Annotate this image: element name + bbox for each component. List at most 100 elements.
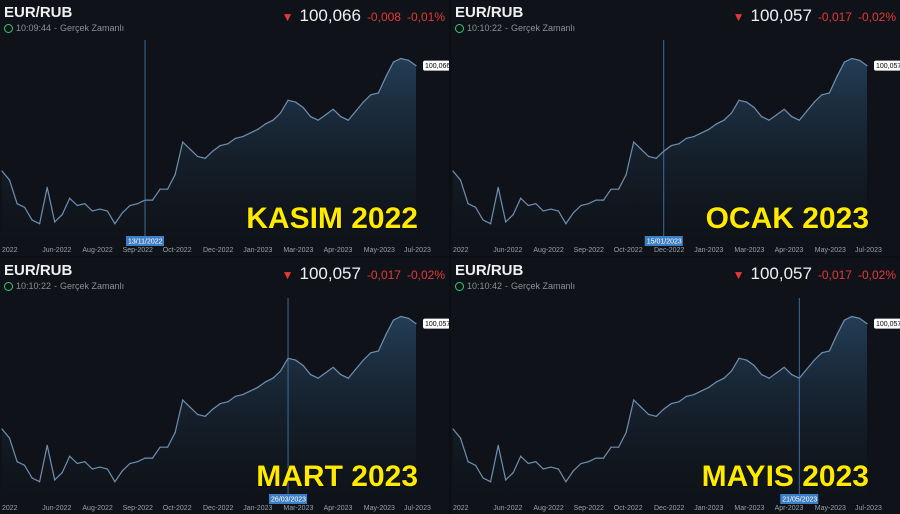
time-label: 10:10:22 <box>16 281 52 291</box>
data-point <box>385 334 387 336</box>
data-point <box>813 101 815 103</box>
arrow-down-icon: ▼ <box>281 10 294 24</box>
data-point <box>182 399 184 401</box>
data-point <box>467 461 469 463</box>
data-point <box>783 366 785 368</box>
x-tick-label: May-2023 <box>815 505 846 512</box>
data-point <box>242 135 244 138</box>
x-tick-label: Jul-2023 <box>404 505 431 512</box>
data-point <box>557 468 559 470</box>
data-point <box>61 471 63 474</box>
data-point <box>474 464 477 466</box>
data-point <box>693 135 695 138</box>
data-point <box>310 373 312 376</box>
data-point <box>565 481 567 483</box>
x-tick-label: 2022 <box>2 247 18 254</box>
data-point <box>317 377 319 379</box>
x-tick-label: Jan-2023 <box>243 505 272 512</box>
data-point <box>745 101 748 103</box>
data-point <box>189 406 191 408</box>
data-point <box>776 114 778 116</box>
data-point <box>791 115 793 118</box>
timestamp-row: 10:10:22- Gerçek Zamanlı <box>4 281 124 291</box>
separator: - <box>54 23 58 33</box>
data-point <box>23 464 26 466</box>
data-point <box>340 115 342 118</box>
data-point <box>587 203 590 205</box>
data-point <box>452 170 454 172</box>
clock-icon <box>455 23 464 33</box>
data-point <box>452 428 454 430</box>
data-point <box>197 155 199 158</box>
data-point <box>821 94 823 96</box>
data-point <box>685 395 687 397</box>
data-point <box>76 204 78 207</box>
crosshair-date-label: 21/05/2023 <box>782 497 817 504</box>
x-tick-label: 2022 <box>453 247 469 254</box>
data-point <box>347 377 349 379</box>
data-point <box>310 115 312 118</box>
data-point <box>550 208 552 210</box>
data-point <box>362 359 364 361</box>
x-tick-label: Jan-2023 <box>243 247 272 254</box>
data-point <box>294 101 297 103</box>
data-point <box>497 186 499 188</box>
data-point <box>520 455 522 457</box>
data-point <box>836 76 838 78</box>
area-chart[interactable]: 105,000100,00095,00090,00085,00080,00075… <box>451 0 900 256</box>
data-point <box>370 94 372 96</box>
area-chart[interactable]: 105,000100,00095,00090,00085,00080,00075… <box>451 258 900 514</box>
data-point <box>768 119 770 121</box>
data-point <box>159 446 161 448</box>
data-point <box>700 132 702 134</box>
data-point <box>31 219 33 221</box>
data-point <box>550 466 552 468</box>
x-tick-label: Jul-2023 <box>404 247 431 254</box>
data-point <box>332 108 334 110</box>
data-point <box>400 315 402 318</box>
data-point <box>84 461 86 463</box>
data-point <box>723 377 725 379</box>
clock-icon <box>4 23 13 33</box>
data-point <box>738 357 740 359</box>
caption-label: KASIM 2022 <box>246 202 418 235</box>
data-point <box>633 141 635 143</box>
area-chart[interactable]: 105,000100,00095,00090,00085,00080,00075… <box>0 0 449 256</box>
caption-label: MART 2023 <box>256 460 418 493</box>
data-point <box>159 188 161 190</box>
data-point <box>189 148 191 150</box>
area-chart[interactable]: 105,000100,00095,00090,00085,00080,00075… <box>0 258 449 514</box>
data-point <box>459 179 462 181</box>
data-point <box>806 110 808 112</box>
x-tick-label: Sep-2022 <box>574 505 604 512</box>
data-point <box>415 64 417 67</box>
symbol-label: EUR/RUB <box>455 262 524 279</box>
data-point <box>129 462 131 465</box>
last-price-label: 100,057 <box>876 321 900 328</box>
data-point <box>84 203 86 205</box>
data-point <box>129 204 131 207</box>
data-point <box>182 141 184 143</box>
data-point <box>715 381 718 383</box>
timestamp-row: 10:10:42- Gerçek Zamanlı <box>455 281 575 291</box>
data-point <box>648 155 650 158</box>
x-tick-label: Oct-2022 <box>163 247 192 254</box>
data-point <box>204 157 206 159</box>
data-point <box>355 368 357 370</box>
data-point <box>527 462 529 465</box>
data-point <box>678 143 680 145</box>
x-tick-label: Oct-2022 <box>614 505 643 512</box>
status-label: Gerçek Zamanlı <box>511 281 576 291</box>
data-point <box>69 197 71 199</box>
data-point <box>31 477 33 479</box>
change-value: -0,017 <box>817 268 852 282</box>
x-tick-label: May-2023 <box>364 247 395 254</box>
data-point <box>776 372 778 374</box>
x-tick-label: Apr-2023 <box>775 505 804 512</box>
data-point <box>482 477 484 479</box>
data-point <box>542 210 544 212</box>
x-tick-label: Apr-2023 <box>324 247 353 254</box>
data-point <box>167 446 169 448</box>
data-point <box>106 210 108 212</box>
last-price-badge: 100,057 <box>423 318 449 329</box>
